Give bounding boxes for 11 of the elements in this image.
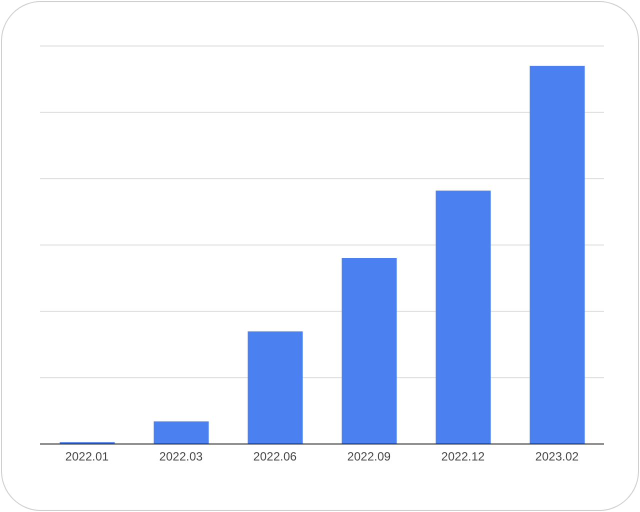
bar — [154, 421, 209, 444]
bar — [530, 66, 585, 444]
x-tick-label: 2022.12 — [441, 450, 486, 464]
x-tick-label: 2022.03 — [159, 450, 204, 464]
x-tick-label: 2022.06 — [253, 450, 298, 464]
bar — [436, 190, 491, 444]
x-tick-label: 2022.09 — [347, 450, 392, 464]
x-tick-label: 2022.01 — [65, 450, 110, 464]
x-tick-label: 2023.02 — [535, 450, 580, 464]
bar — [248, 331, 303, 444]
bar — [342, 258, 397, 444]
